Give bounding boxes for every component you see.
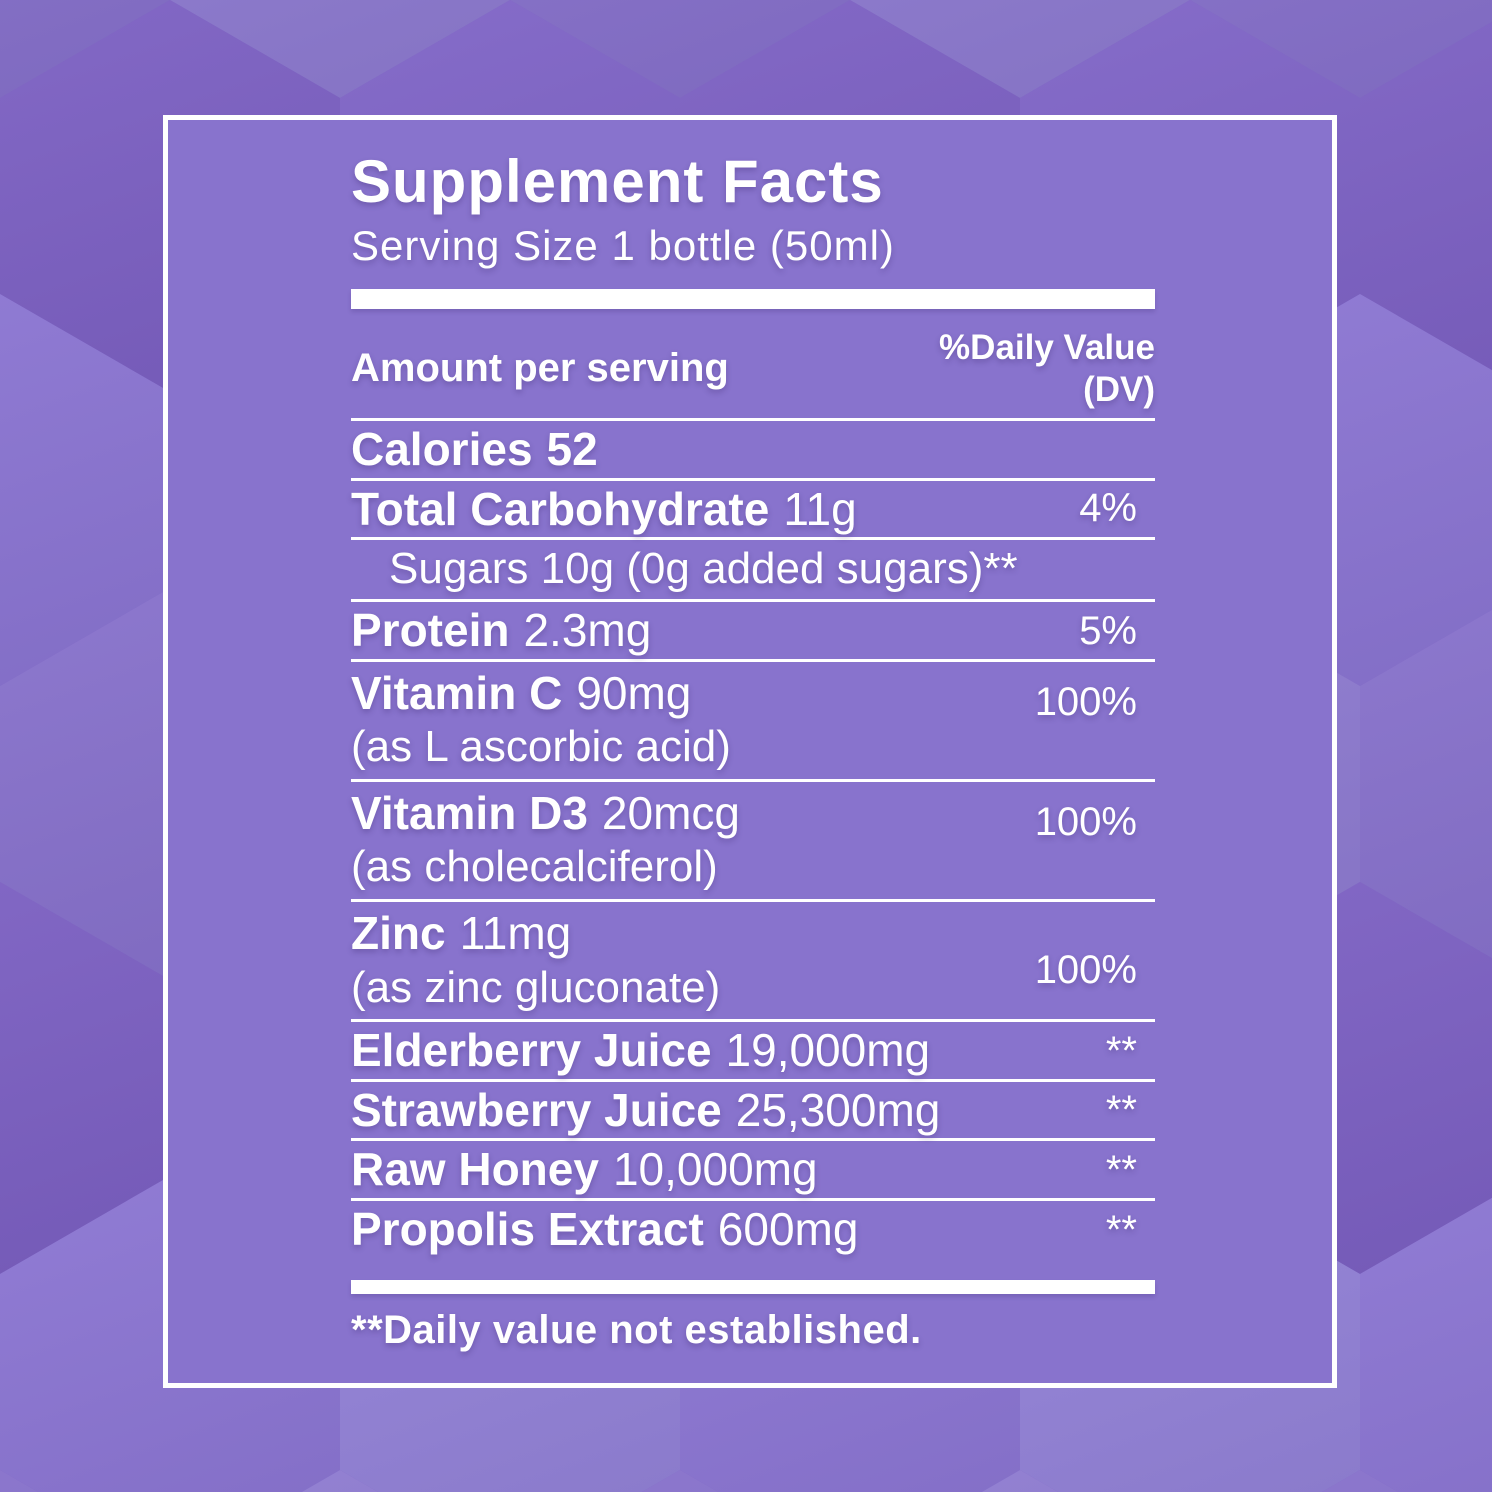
- dv-value: **: [1105, 1147, 1137, 1192]
- nutrient-subrow: Sugars 10g (0g added sugars)**: [389, 544, 1018, 594]
- dv-value: **: [1105, 1028, 1137, 1073]
- dv-value: 100%: [1034, 679, 1137, 724]
- table-row: Sugars 10g (0g added sugars)**: [351, 540, 1155, 602]
- table-row: Raw Honey 10,000mg **: [351, 1141, 1155, 1201]
- nutrient-name: Total Carbohydrate: [351, 482, 770, 535]
- nutrient-name: Zinc: [351, 906, 446, 959]
- nutrient-subtext: (as L ascorbic acid): [351, 722, 731, 772]
- nutrient-amount: 11mg: [459, 906, 572, 959]
- nutrient-name: Strawberry Juice: [351, 1083, 722, 1136]
- nutrient-subtext: (as cholecalciferol): [351, 842, 718, 892]
- nutrient-amount: 600mg: [717, 1202, 859, 1255]
- table-row: Protein 2.3mg 5%: [351, 602, 1155, 662]
- dv-header-line1: %Daily Value: [939, 328, 1155, 368]
- nutrient-amount: 2.3mg: [523, 603, 652, 656]
- dv-value: 5%: [1079, 608, 1137, 653]
- separator-bar-thick-bottom: [351, 1279, 1155, 1294]
- table-row: Calories 52: [351, 421, 1155, 481]
- nutrient-subtext: (as zinc gluconate): [351, 962, 721, 1012]
- table-row: Strawberry Juice 25,300mg **: [351, 1082, 1155, 1142]
- nutrient-amount: 25,300mg: [735, 1083, 941, 1136]
- serving-size: Serving Size 1 bottle (50ml): [351, 222, 895, 269]
- table-row: Vitamin D3 20mcg (as cholecalciferol) 100…: [351, 782, 1155, 902]
- nutrient-amount: 20mcg: [601, 786, 740, 839]
- nutrient-name: Calories: [351, 422, 533, 475]
- table-row: Propolis Extract 600mg **: [351, 1201, 1155, 1258]
- nutrient-amount: 52: [546, 422, 598, 475]
- supplement-facts-panel: Supplement Facts Serving Size 1 bottle (…: [163, 115, 1337, 1388]
- dv-value: 100%: [1034, 799, 1137, 844]
- separator-bar-thick-top: [351, 289, 1155, 310]
- dv-value: **: [1105, 1088, 1137, 1133]
- nutrient-name: Elderberry Juice: [351, 1024, 712, 1077]
- table-row: Zinc 11mg (as zinc gluconate) 100%: [351, 902, 1155, 1023]
- amount-column-header: Amount per serving: [351, 346, 729, 391]
- nutrient-name: Vitamin C: [351, 666, 563, 719]
- nutrient-amount: 19,000mg: [725, 1024, 931, 1077]
- nutrient-name: Raw Honey: [351, 1143, 599, 1196]
- label-title: Supplement Facts: [351, 148, 884, 215]
- nutrient-amount: 10,000mg: [612, 1143, 818, 1196]
- footnote: **Daily value not established.: [351, 1307, 922, 1352]
- table-row: Elderberry Juice 19,000mg **: [351, 1022, 1155, 1082]
- hexagon-tile: [1360, 0, 1492, 392]
- hexagon-tile: [0, 294, 170, 686]
- nutrient-name: Protein: [351, 603, 510, 656]
- dv-value: 100%: [1034, 947, 1137, 992]
- column-header-row: Amount per serving %Daily Value (DV): [351, 327, 1155, 410]
- dv-value: **: [1105, 1207, 1137, 1252]
- dv-header-line2: (DV): [1083, 369, 1155, 409]
- table-row: Total Carbohydrate 11g 4%: [351, 481, 1155, 541]
- nutrient-name: Vitamin D3: [351, 786, 588, 839]
- nutrient-amount: 90mg: [576, 666, 692, 719]
- table-row: Vitamin C 90mg (as L ascorbic acid) 100%: [351, 662, 1155, 782]
- dv-column-header: %Daily Value (DV): [939, 327, 1155, 410]
- header-rule: [351, 417, 1155, 421]
- dv-value: 4%: [1079, 486, 1137, 531]
- nutrient-amount: 11g: [783, 482, 857, 535]
- nutrient-name: Propolis Extract: [351, 1202, 704, 1255]
